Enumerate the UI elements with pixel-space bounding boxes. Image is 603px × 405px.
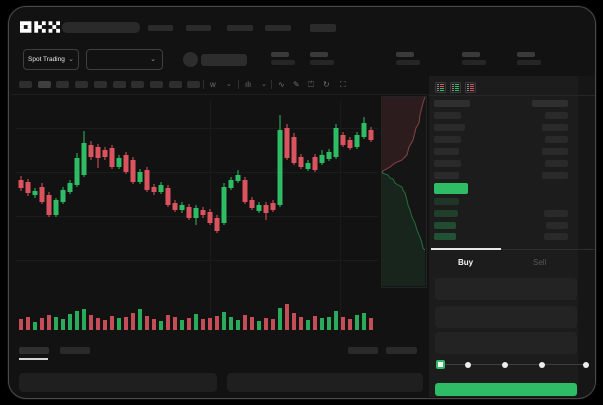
orderbook-col-header-price [434,100,470,107]
nav-item-placeholder[interactable] [148,25,173,31]
app-window: Spot Trading ⌄ ⌄ w ⌄ ılı ⌄ ∿ ✎ ⏍ ↻ ⛶ [8,6,596,399]
timeframe-button[interactable] [19,81,32,88]
ticker-stat-value [271,60,295,65]
orderbook-last-price[interactable] [434,183,468,194]
orderbook-ask-amount [542,172,568,179]
ticker-stat-value [396,60,420,65]
timeframe-button[interactable] [56,81,69,88]
ticker-stat-label [517,52,535,57]
panel-right-gutter [578,76,595,397]
amount-field[interactable] [435,306,577,328]
orderbook-bid-price[interactable] [434,233,456,240]
chevron-down-icon[interactable]: ⌄ [226,81,232,88]
candle-style-icon[interactable]: ılı [245,80,252,89]
pair-dropdown[interactable]: ⌄ [86,49,163,70]
orderbook-bid-amount [544,233,568,240]
bottom-action-placeholder[interactable] [348,347,378,354]
orderbook-ask-price[interactable] [434,148,459,155]
orderbook-ask-amount [542,148,568,155]
fullscreen-icon[interactable]: ⛶ [340,80,346,89]
ticker-stat-label [462,52,480,57]
ticker-stat-value [517,60,541,65]
ticker-stat-value [310,60,334,65]
indicator-icon[interactable]: w [210,80,216,89]
slider-dot[interactable] [583,362,589,368]
timeframe-button[interactable] [150,81,163,88]
ticker-stat-label [396,52,414,57]
timeframe-button[interactable] [187,81,200,88]
orderbook-ask-price[interactable] [434,136,461,143]
timeframe-button[interactable] [75,81,88,88]
price-field[interactable] [435,278,577,300]
market-type-label: Spot Trading [28,56,65,63]
bottom-tab-indicator [19,358,48,360]
nav-item-placeholder[interactable] [265,25,291,31]
pair-logo-avatar [183,52,198,67]
bottom-tab-orders[interactable] [19,347,49,354]
amount-slider[interactable] [441,364,586,365]
replay-icon[interactable]: ↻ [323,80,330,89]
orderbook-ask-price[interactable] [434,172,459,179]
timeframe-button[interactable] [38,81,51,88]
orderbook-ask-price[interactable] [434,112,461,119]
buy-tab-indicator [431,248,501,250]
orderbook-view-asks-icon[interactable] [465,82,476,93]
orderbook-view-combined-icon[interactable] [435,82,446,93]
orderbook-bid-price[interactable] [434,222,456,229]
orderbook-ask-amount [542,124,568,131]
sell-tab-label: Sell [533,258,547,267]
candlestick-chart[interactable] [12,96,428,340]
nav-item-placeholder[interactable] [186,25,211,31]
timeframe-button[interactable] [169,81,182,88]
timeframe-button[interactable] [113,81,126,88]
slider-dot[interactable] [465,362,471,368]
orderbook-bid-amount [544,210,568,217]
orderbook-bid-amount [546,222,568,229]
ticker-stat-value [462,60,486,65]
ticker-stat-label [310,52,328,57]
draw-tool-icon[interactable]: ✎ [293,80,300,89]
ticker-stat-label [271,52,289,57]
buy-tab-label: Buy [458,258,474,267]
bottom-action-placeholder[interactable] [386,347,417,354]
panel-top-divider [429,95,595,96]
nav-item-placeholder[interactable] [310,24,336,32]
open-orders-panel [19,373,217,392]
search-input[interactable] [62,22,140,33]
pair-name-placeholder [201,54,247,66]
market-type-dropdown[interactable]: Spot Trading ⌄ [23,49,79,70]
toolbar-divider [203,80,204,89]
orderbook-view-bids-icon[interactable] [450,82,461,93]
bottom-tab-history[interactable] [60,347,90,354]
orderbook-ask-amount [545,160,568,167]
buy-button[interactable] [435,383,577,396]
toolbar-divider [271,80,272,89]
nav-item-placeholder[interactable] [227,25,253,31]
toolbar-bottom-divider [12,94,428,95]
orderbook-ask-amount [545,112,568,119]
line-tool-icon[interactable]: ∿ [278,80,285,89]
orderbook-ask-amount [545,136,568,143]
slider-dot[interactable] [539,362,545,368]
order-history-panel [227,373,423,392]
orderbook-ask-price[interactable] [434,124,465,131]
chevron-down-icon[interactable]: ⌄ [261,81,267,88]
toolbar-divider [238,80,239,89]
orderbook-bid-price[interactable] [434,210,458,217]
total-field[interactable] [435,332,577,354]
timeframe-button[interactable] [94,81,107,88]
chevron-down-icon: ⌄ [150,56,156,63]
camera-icon[interactable]: ⏍ [308,80,315,89]
okx-logo [20,21,60,33]
slider-dot[interactable] [502,362,508,368]
chevron-down-icon: ⌄ [68,56,74,63]
tab-divider [501,249,595,250]
slider-handle[interactable] [436,360,445,369]
timeframe-button[interactable] [131,81,144,88]
orderbook-bid-price[interactable] [434,198,459,205]
orderbook-col-header-amount [532,100,568,107]
orderbook-ask-price[interactable] [434,160,461,167]
